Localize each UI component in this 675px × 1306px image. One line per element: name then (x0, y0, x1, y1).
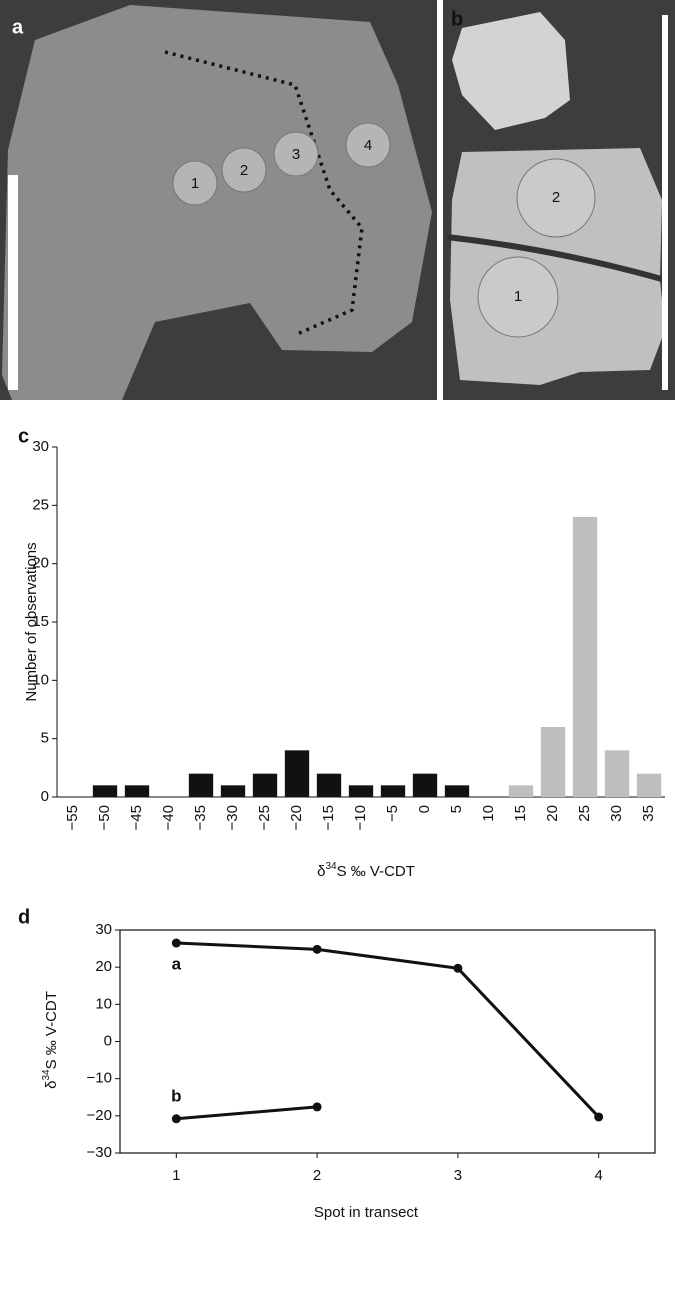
spot-label: 2 (240, 162, 248, 179)
x-axis-label: Spot in transect (314, 1204, 419, 1221)
spots-a: 1 2 3 4 (172, 122, 391, 206)
y-tick-label: 15 (32, 613, 49, 630)
label-sup: 34 (41, 1069, 52, 1081)
spot (345, 122, 391, 168)
x-tick-label: 20 (544, 805, 561, 822)
x-tick-label: 5 (448, 805, 465, 813)
point (453, 963, 463, 973)
series-label: a (172, 954, 182, 973)
y-tick-label: 10 (95, 995, 112, 1012)
x-tick-label: 15 (512, 805, 529, 822)
x-tick-label: 4 (595, 1167, 603, 1184)
grain-a (2, 5, 432, 400)
y-tick-label: 30 (95, 921, 112, 938)
label-sup: 34 (325, 861, 337, 872)
x-tick-label: 3 (454, 1167, 462, 1184)
panel-label: b (451, 8, 463, 30)
point (171, 938, 181, 948)
x-tick-label: −25 (256, 805, 273, 830)
x-axis-label: δ34S ‰ V-CDT (317, 861, 415, 880)
y-tick-label: 20 (95, 958, 112, 975)
panel-label: a (12, 16, 24, 38)
bar (636, 773, 662, 797)
x-tick-label: −40 (160, 805, 177, 830)
series-label: b (171, 1086, 181, 1105)
bar (412, 773, 438, 797)
scale-bar (8, 175, 18, 390)
x-tick-label: −55 (64, 805, 81, 830)
point (171, 1114, 181, 1124)
bar (540, 727, 566, 797)
x-tick-label: 0 (416, 805, 433, 813)
x-tick-label: 1 (172, 1167, 180, 1184)
x-tick-label: −15 (320, 805, 337, 830)
bar (188, 773, 214, 797)
crack (446, 234, 666, 283)
x-tick-label: −5 (384, 805, 401, 822)
point (312, 944, 322, 954)
label-part: δ (317, 863, 325, 880)
scale-bar (662, 15, 668, 390)
y-tick-label: 20 (32, 555, 49, 572)
y-tick-label: −30 (87, 1144, 112, 1161)
spot-label: 2 (552, 189, 560, 206)
panel-label: c (18, 425, 29, 447)
spot (273, 131, 319, 177)
y-axis-label: δ34S ‰ V-CDT (41, 991, 60, 1089)
x-tick-label: 25 (576, 805, 593, 822)
y-tick-label: 30 (32, 438, 49, 455)
x-tick-label: −30 (224, 805, 241, 830)
point (594, 1112, 604, 1122)
spot (172, 160, 218, 206)
spot-label: 1 (514, 288, 522, 305)
bar (444, 785, 470, 797)
series-line (176, 1105, 318, 1121)
bar (604, 750, 630, 797)
y-axis-label: Number of observations (23, 542, 40, 701)
label-part: δ (43, 1081, 60, 1089)
bar (508, 785, 534, 797)
x-tick-label: 35 (640, 805, 657, 822)
spot (221, 147, 267, 193)
y-tick-label: 5 (41, 730, 49, 747)
bar (124, 785, 150, 797)
spot-label: 3 (292, 146, 300, 163)
x-tick-label: 30 (608, 805, 625, 822)
x-tick-label: 10 (480, 805, 497, 822)
plot-frame (119, 929, 656, 1154)
bar (348, 785, 374, 797)
series-line (176, 941, 600, 1118)
bar (92, 785, 118, 797)
y-tick-label: 10 (32, 671, 49, 688)
spot (516, 158, 596, 238)
bar (572, 517, 598, 797)
spot-label: 4 (364, 137, 372, 154)
spot-label: 1 (191, 175, 199, 192)
x-tick-label: −10 (352, 805, 369, 830)
bar (220, 785, 246, 797)
panel-label: d (18, 906, 30, 928)
y-tick-label: −20 (87, 1107, 112, 1124)
point (312, 1102, 322, 1112)
y-tick-label: −10 (87, 1070, 112, 1087)
y-tick-label: 0 (104, 1032, 112, 1049)
grain-b-top (452, 12, 570, 130)
spot (477, 256, 559, 338)
x-tick-label: −20 (288, 805, 305, 830)
x-tick-label: 2 (313, 1167, 321, 1184)
label-part: S ‰ V-CDT (337, 863, 415, 880)
bar (284, 750, 310, 797)
label-part: S ‰ V-CDT (43, 991, 60, 1069)
x-tick-label: −35 (192, 805, 209, 830)
x-tick-label: −50 (96, 805, 113, 830)
y-tick-label: 0 (41, 788, 49, 805)
bar (316, 773, 342, 797)
bar (380, 785, 406, 797)
bar (252, 773, 278, 797)
x-tick-label: −45 (128, 805, 145, 830)
y-tick-label: 25 (32, 496, 49, 513)
